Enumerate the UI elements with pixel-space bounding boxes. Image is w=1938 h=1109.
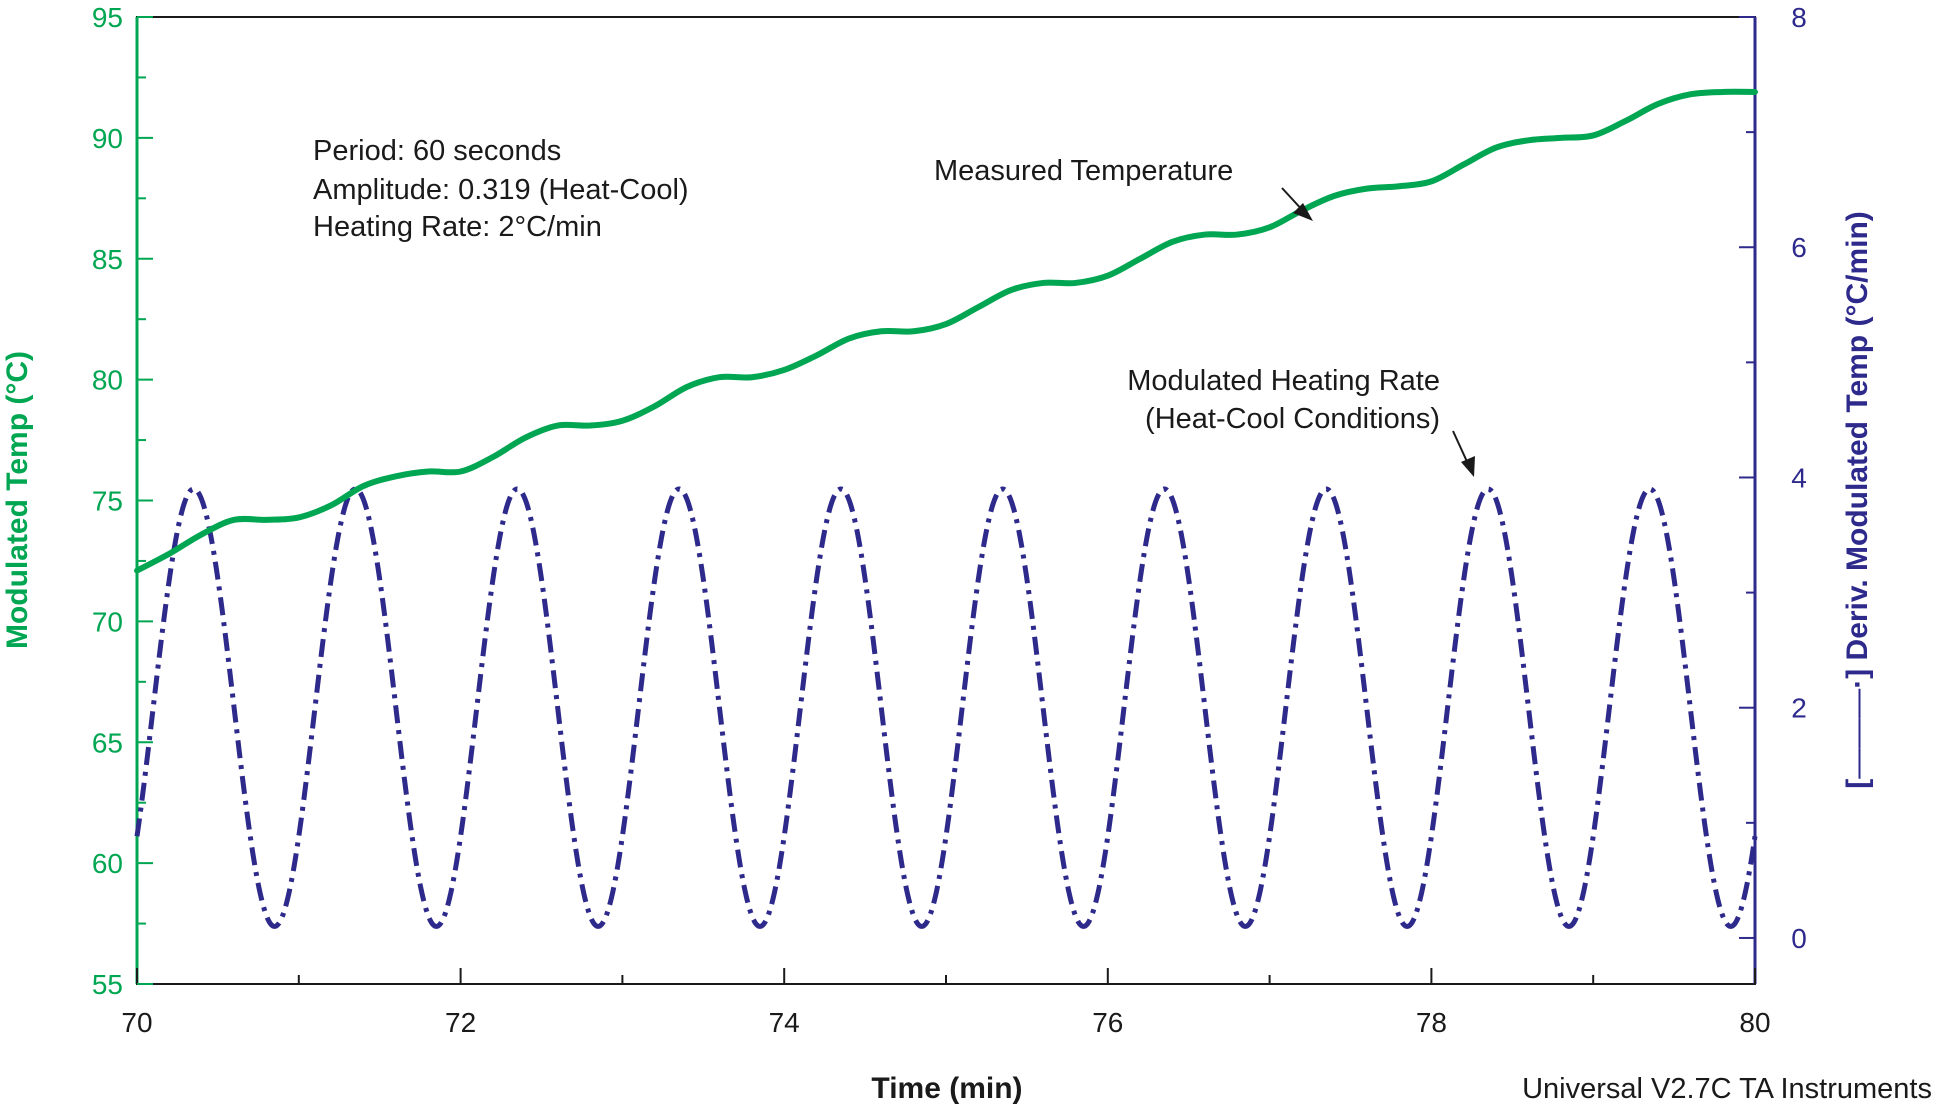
annotation-heating-rate: Heating Rate: 2°C/min (313, 211, 602, 243)
footer-credit: Universal V2.7C TA Instruments (1522, 1073, 1932, 1105)
arrow-measured-temperature-head (1293, 203, 1313, 221)
y-right-tick-label: 2 (1791, 693, 1807, 724)
y-left-tick-label: 80 (92, 365, 123, 396)
x-tick-label: 76 (1092, 1007, 1123, 1038)
arrow-heating-rate-head (1461, 456, 1475, 477)
y-left-tick-label: 60 (92, 848, 123, 879)
right-axis-title-text: ·] Deriv. Modulated Temp (°C/min) (1841, 211, 1874, 689)
y-left-tick-label: 65 (92, 727, 123, 758)
annotation-period: Period: 60 seconds (313, 135, 561, 167)
y-right-tick-label: 6 (1791, 232, 1807, 263)
x-tick-label: 72 (445, 1007, 476, 1038)
y-right-tick-label: 4 (1791, 462, 1807, 493)
right-axis-title: [———·] Deriv. Modulated Temp (°C/min) (1841, 211, 1874, 789)
x-axis-title: Time (min) (871, 1072, 1022, 1105)
right-axis-title-dashes: ——— (1841, 689, 1874, 779)
ticks-layer: 70 72 74 76 78 80 55 60 65 70 75 80 85 90 95 0 2 4 6 8 (92, 2, 1807, 1038)
y-left-tick-label: 85 (92, 244, 123, 275)
series-measured-temperature (134, 88, 1758, 574)
label-measured-temperature: Measured Temperature (934, 155, 1233, 187)
y-left-tick-label: 70 (92, 606, 123, 637)
annotation-amplitude: Amplitude: 0.319 (Heat-Cool) (313, 174, 689, 206)
x-tick-label: 70 (121, 1007, 152, 1038)
right-axis-title-bracket: [ (1841, 779, 1874, 789)
y-right-tick-label: 8 (1791, 2, 1807, 33)
left-axis-title: Modulated Temp (°C) (1, 351, 34, 649)
series-modulated-heating-rate (134, 486, 1758, 929)
y-left-tick-label: 75 (92, 486, 123, 517)
y-right-tick-label: 0 (1791, 923, 1807, 954)
y-left-tick-label: 55 (92, 969, 123, 1000)
y-left-tick-label: 90 (92, 123, 123, 154)
x-tick-label: 78 (1416, 1007, 1447, 1038)
series-layer (134, 88, 1758, 929)
x-tick-label: 80 (1739, 1007, 1770, 1038)
x-tick-label: 74 (769, 1007, 800, 1038)
y-left-tick-label: 95 (92, 2, 123, 33)
label-heat-cool-conditions: (Heat-Cool Conditions) (1145, 403, 1440, 435)
label-modulated-heating-rate: Modulated Heating Rate (1127, 365, 1440, 397)
